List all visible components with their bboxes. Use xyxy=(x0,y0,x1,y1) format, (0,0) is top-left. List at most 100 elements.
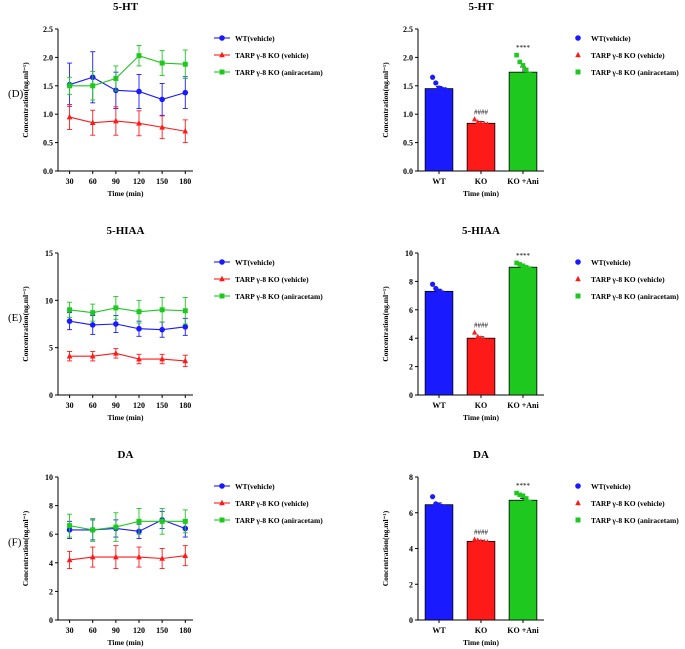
5hiaa_bar-ytick-label: 10 xyxy=(405,249,413,258)
5hiaa_time-data-point xyxy=(136,309,142,315)
5ht_bar-ytick-label: 2.0 xyxy=(403,53,413,62)
da_time-data-point xyxy=(113,553,119,560)
5hiaa_bar-category-label: KO xyxy=(475,401,487,410)
5ht_bar-legend-label: WT(vehicle) xyxy=(591,34,631,43)
da_time-legend: WT(vehicle) TARP γ-8 KO (vehicle) TARP γ-8… xyxy=(214,482,323,525)
5hiaa_bar-scatter-point xyxy=(527,266,532,271)
5hiaa_bar-bar-0 xyxy=(424,290,454,396)
5hiaa_time-chart: 5-HIAA 0 5 10 15 30 60 90 120 150 180 Time (min) Con… xyxy=(8,225,193,422)
5ht_time-ytick-label: 0.5 xyxy=(43,139,53,148)
5hiaa_time-xtick-label: 150 xyxy=(156,401,168,410)
5ht_bar-significance-label: #### xyxy=(474,108,489,116)
5hiaa_time-xtick-label: 60 xyxy=(89,401,97,410)
da_bar-legend-label: TARP γ-8 KO (aniracetam) xyxy=(591,516,679,525)
5hiaa_time-data-point xyxy=(113,321,119,327)
da_time-xlabel: Time (min) xyxy=(108,638,144,647)
5hiaa_bar-significance-label: #### xyxy=(474,322,489,330)
da_time-ytick-label: 8 xyxy=(49,502,53,511)
5ht_time-data-point xyxy=(159,96,165,103)
da_bar-legend-label: WT(vehicle) xyxy=(591,482,631,491)
5ht_time-legend-marker xyxy=(219,69,225,75)
da_time-panel-label: (F) xyxy=(8,537,22,549)
5ht_time-data-point xyxy=(136,88,142,95)
da_bar-chart: DA 0 2 4 6 8 Concentration(ng.ml⁻¹) Time (min) W… xyxy=(381,449,544,647)
5hiaa_bar-scatter-point xyxy=(478,335,484,341)
5ht_bar-scatter-point xyxy=(442,87,448,93)
5hiaa_bar-scatter-point xyxy=(472,329,478,335)
5hiaa_time-ytick-label: 10 xyxy=(45,296,53,305)
da_time-data-point xyxy=(113,524,119,530)
5hiaa_time-series-0 xyxy=(66,312,189,338)
da_time-xtick-label: 90 xyxy=(112,626,120,635)
5ht_time-ytick-label: 2.0 xyxy=(43,53,53,62)
5hiaa_time-legend-label: WT(vehicle) xyxy=(235,258,275,267)
da_time-chart: DA 0 2 4 6 8 10 30 60 90 120 150 180 Time (min) Concen… xyxy=(8,449,193,647)
da_time-xtick-label: 180 xyxy=(179,626,191,635)
5ht_bar-scatter-point xyxy=(514,52,519,58)
5hiaa_time-xtick-label: 90 xyxy=(112,401,120,410)
5ht_time-data-point xyxy=(159,60,165,66)
5ht_time-series-0 xyxy=(66,51,189,116)
da_time-ytick-label: 4 xyxy=(49,559,53,568)
da_time-data-point xyxy=(159,518,165,524)
5ht_bar-category-label: WT xyxy=(432,177,446,186)
5ht_bar-legend: WT(vehicle) TARP γ-8 KO (vehicle) TARP γ-8… xyxy=(575,34,679,77)
5hiaa_bar-legend-marker xyxy=(575,293,581,299)
da_bar-category-label: KO xyxy=(475,626,487,635)
5hiaa_bar-legend-label: TARP γ-8 KO (vehicle) xyxy=(591,275,665,284)
5hiaa_time-series-1 xyxy=(66,348,189,368)
5hiaa_bar-ytick-label: 6 xyxy=(409,306,413,315)
5hiaa_time-series-line xyxy=(69,352,186,362)
da_bar-scatter-point xyxy=(520,493,526,499)
da_time-ytick-label: 2 xyxy=(49,587,53,596)
5ht_bar-legend-marker xyxy=(575,51,581,58)
da_bar-significance-label: #### xyxy=(474,529,489,537)
5ht_time-xtick-label: 30 xyxy=(66,177,74,186)
5hiaa_time-ytick-label: 0 xyxy=(49,391,53,400)
da_time-data-point xyxy=(66,556,73,563)
da_time-data-point xyxy=(89,553,96,560)
5ht_time-data-point xyxy=(89,119,96,126)
5ht_bar-legend-label: TARP γ-8 KO (vehicle) xyxy=(591,51,665,60)
5hiaa_bar-legend-marker xyxy=(575,275,581,282)
da_bar-bar-0 xyxy=(424,504,454,621)
5hiaa_time-xtick-label: 120 xyxy=(133,401,145,410)
5hiaa_bar-xlabel: Time (min) xyxy=(463,413,499,422)
5hiaa_time-data-point xyxy=(182,357,189,364)
5ht_bar-legend-label: TARP γ-8 KO (aniracetam) xyxy=(591,68,679,77)
5ht_bar-chart: 5-HT 0.0 0.5 1.0 1.5 2.0 2.5 Concentration(ng.m… xyxy=(381,1,544,198)
da_bar-category-label: KO +Ani xyxy=(507,626,539,635)
5hiaa_time-data-point xyxy=(66,318,73,324)
5hiaa_time-data-point xyxy=(136,325,142,332)
5hiaa_bar-scatter-point xyxy=(514,260,519,266)
5ht_time-data-point xyxy=(159,123,165,130)
da_time-xtick-label: 30 xyxy=(66,626,74,635)
5hiaa_time-data-point xyxy=(159,355,165,362)
5ht_time-data-point xyxy=(66,113,73,120)
5ht_time-xtick-label: 150 xyxy=(156,177,168,186)
da_bar-scatter-point xyxy=(481,538,487,544)
da_time-data-point xyxy=(90,527,96,533)
da_time-title: DA xyxy=(118,449,134,461)
5ht_time-ytick-label: 1.0 xyxy=(43,110,53,119)
5hiaa_time-series-2 xyxy=(67,296,188,325)
5ht_time-ylabel: Concentration(ng.ml⁻¹) xyxy=(21,62,30,138)
5hiaa_time-data-point xyxy=(67,307,73,313)
5ht_bar-significance-label: **** xyxy=(516,44,531,52)
5ht_bar-ytick-label: 1.5 xyxy=(403,82,413,91)
da_time-series-line xyxy=(69,555,186,561)
5hiaa_time-xtick-label: 180 xyxy=(179,401,191,410)
da_bar-significance-label: **** xyxy=(516,482,531,490)
5ht_time-xtick-label: 60 xyxy=(89,177,97,186)
da_time-ylabel: Concentration(ng.ml⁻¹) xyxy=(21,510,30,586)
da_time-data-point xyxy=(136,553,142,560)
5hiaa_bar-ytick-label: 8 xyxy=(409,277,413,286)
5ht_bar-scatter-point xyxy=(527,72,532,77)
da_bar-scatter-point xyxy=(478,538,484,544)
5ht_bar-ylabel: Concentration(ng.ml⁻¹) xyxy=(381,62,390,138)
da_bar-ytick-label: 6 xyxy=(409,509,413,518)
da_time-legend-marker xyxy=(219,499,225,506)
5hiaa_time-data-point xyxy=(66,352,73,359)
5ht_time-xlabel: Time (min) xyxy=(108,189,144,198)
5ht_bar-ytick-label: 2.5 xyxy=(403,25,413,34)
